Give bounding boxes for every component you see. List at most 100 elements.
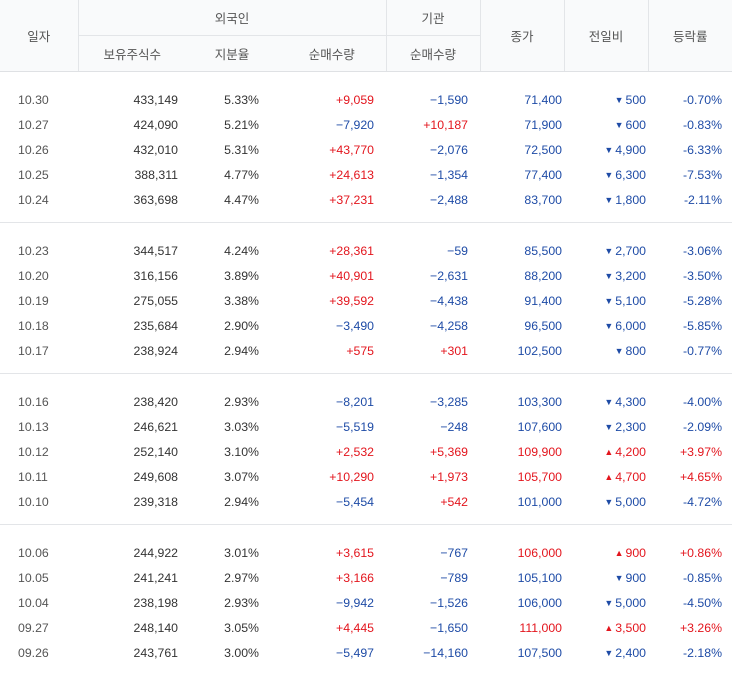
row-change: ▼ 5,000 — [564, 590, 648, 615]
row-close: 96,500 — [524, 318, 563, 333]
row-close: 111,000 — [519, 620, 563, 635]
row-holdings: 433,149 — [133, 92, 178, 107]
row-foreign-net: +43,770 — [329, 142, 375, 157]
row-institution-net: −2,076 — [430, 142, 469, 157]
row-rate: -0.77% — [683, 343, 723, 358]
row-change: ▼ 500 — [564, 87, 648, 112]
row-institution-net: −1,354 — [430, 167, 469, 182]
row-change: ▲ 900 — [564, 540, 648, 565]
row-change-value: 500 — [625, 92, 647, 107]
table-row: 10.20 316,156 3.89% +40,901 −2,631 88,200 ▼ 3,2… — [0, 263, 732, 288]
row-institution-net: −14,160 — [423, 645, 469, 660]
row-close: 105,700 — [517, 469, 563, 484]
row-change: ▼ 5,100 — [564, 288, 648, 313]
row-change: ▼ 3,200 — [564, 263, 648, 288]
row-close: 91,400 — [524, 293, 563, 308]
row-holdings: 249,608 — [133, 469, 178, 484]
row-change: ▼ 800 — [564, 338, 648, 363]
row-change-value: 2,700 — [615, 243, 647, 258]
row-holdings: 246,621 — [133, 419, 178, 434]
row-change-value: 5,000 — [615, 595, 647, 610]
triangle-up-icon: ▲ — [604, 446, 614, 457]
triangle-down-icon: ▼ — [604, 496, 614, 507]
row-change-value: 600 — [625, 117, 647, 132]
row-rate: -7.53% — [683, 167, 723, 182]
row-holdings: 252,140 — [133, 444, 178, 459]
table-row: 10.17 238,924 2.94% +575 +301 102,500 ▼ 800 -0.7… — [0, 338, 732, 363]
header-holdings: 보유주식수 — [77, 35, 186, 72]
row-change-value: 900 — [625, 570, 647, 585]
row-close: 103,300 — [517, 394, 563, 409]
row-change: ▼ 2,700 — [564, 238, 648, 263]
row-date: 10.10 — [18, 494, 49, 509]
row-close: 85,500 — [524, 243, 563, 258]
header-ratio: 지분율 — [186, 35, 278, 72]
row-date: 10.06 — [18, 545, 49, 560]
header-close: 종가 — [479, 0, 565, 72]
triangle-down-icon: ▼ — [614, 94, 624, 105]
triangle-down-icon: ▼ — [604, 270, 614, 281]
row-ratio: 5.31% — [224, 142, 259, 157]
row-foreign-net: +4,445 — [336, 620, 375, 635]
row-change-value: 900 — [625, 545, 647, 560]
row-ratio: 3.07% — [224, 469, 259, 484]
row-holdings: 344,517 — [133, 243, 178, 258]
table-row: 10.06 244,922 3.01% +3,615 −767 106,000 ▲ 900 +0… — [0, 540, 732, 565]
row-change-value: 6,000 — [615, 318, 647, 333]
row-foreign-net: +2,532 — [336, 444, 375, 459]
triangle-down-icon: ▼ — [604, 194, 614, 205]
row-date: 10.25 — [18, 167, 49, 182]
row-date: 10.13 — [18, 419, 49, 434]
row-institution-net: −59 — [447, 243, 469, 258]
row-ratio: 2.90% — [224, 318, 259, 333]
row-holdings: 363,698 — [133, 192, 178, 207]
row-date: 10.27 — [18, 117, 49, 132]
header-foreign: 외국인 — [77, 0, 387, 36]
row-institution-net: −4,258 — [430, 318, 469, 333]
row-ratio: 3.89% — [224, 268, 259, 283]
row-holdings: 388,311 — [134, 167, 178, 182]
row-ratio: 5.21% — [224, 117, 259, 132]
table-row: 10.05 241,241 2.97% +3,166 −789 105,100 ▼ 900 -0… — [0, 565, 732, 590]
header-foreign-net: 순매수량 — [278, 35, 387, 72]
triangle-down-icon: ▼ — [614, 119, 624, 130]
row-foreign-net: −5,454 — [336, 494, 375, 509]
row-holdings: 248,140 — [133, 620, 178, 635]
row-rate: +3.26% — [679, 620, 723, 635]
group-divider — [0, 524, 732, 525]
row-holdings: 432,010 — [133, 142, 178, 157]
triangle-down-icon: ▼ — [604, 320, 614, 331]
row-date: 10.05 — [18, 570, 49, 585]
row-foreign-net: −8,201 — [336, 394, 375, 409]
row-ratio: 2.94% — [224, 494, 259, 509]
row-ratio: 4.77% — [224, 167, 259, 182]
triangle-down-icon: ▼ — [604, 396, 614, 407]
row-institution-net: −1,650 — [430, 620, 469, 635]
row-holdings: 316,156 — [133, 268, 178, 283]
row-change: ▼ 1,800 — [564, 187, 648, 212]
table-row: 09.27 248,140 3.05% +4,445 −1,650 111,000 ▲ 3,5… — [0, 615, 732, 640]
row-close: 72,500 — [524, 142, 563, 157]
row-rate: -3.06% — [683, 243, 723, 258]
row-date: 10.17 — [18, 343, 49, 358]
row-holdings: 424,090 — [133, 117, 178, 132]
table-row: 10.23 344,517 4.24% +28,361 −59 85,500 ▼ 2,700-… — [0, 238, 732, 263]
row-rate: -3.50% — [683, 268, 723, 283]
row-change-value: 1,800 — [615, 192, 647, 207]
row-change-value: 6,300 — [615, 167, 647, 182]
row-change-value: 4,200 — [615, 444, 647, 459]
row-institution-net: +10,187 — [423, 117, 469, 132]
table-row: 10.18 235,684 2.90% −3,490 −4,258 96,500 ▼ 6,00… — [0, 313, 732, 338]
row-institution-net: −3,285 — [430, 394, 469, 409]
row-change-value: 5,000 — [615, 494, 647, 509]
row-holdings: 241,241 — [133, 570, 178, 585]
row-rate: -5.28% — [683, 293, 723, 308]
row-close: 101,000 — [517, 494, 563, 509]
row-foreign-net: +10,290 — [329, 469, 375, 484]
row-change: ▼ 5,000 — [564, 489, 648, 514]
table-row: 10.25 388,311 4.77% +24,613 −1,354 77,400 ▼ 6,3… — [0, 162, 732, 187]
table-row: 10.19 275,055 3.38% +39,592 −4,438 91,400 ▼ 5,1… — [0, 288, 732, 313]
row-change: ▼ 2,300 — [564, 414, 648, 439]
row-institution-net: −767 — [440, 545, 469, 560]
row-close: 102,500 — [517, 343, 563, 358]
